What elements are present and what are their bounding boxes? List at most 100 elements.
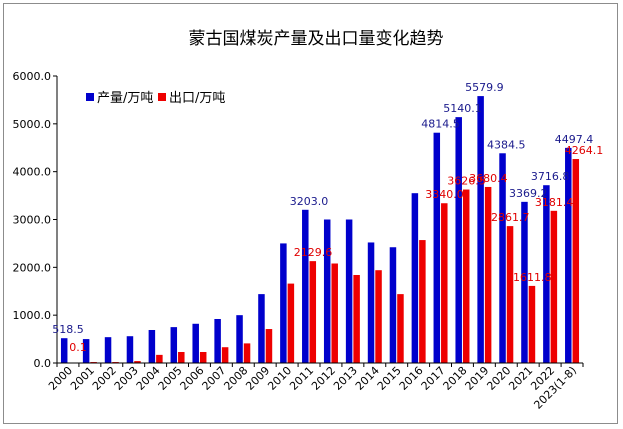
bar-production <box>411 193 419 363</box>
legend: 产量/万吨 出口/万吨 <box>86 91 225 106</box>
x-tick-label: 2013 <box>331 364 360 393</box>
bar-export <box>178 351 185 363</box>
bar-production <box>60 338 68 363</box>
data-label-export: 2861.7 <box>491 211 530 224</box>
data-label-production: 4814.5 <box>421 118 460 131</box>
x-tick-label: 2019 <box>463 364 492 393</box>
bar-export <box>550 210 558 363</box>
x-tick-label: 2001 <box>68 364 97 393</box>
bar-export <box>528 285 536 363</box>
x-tick-label: 2011 <box>287 364 316 393</box>
y-tick-label: 6000.0 <box>13 70 52 83</box>
bar-export <box>221 347 229 363</box>
x-tick-label: 2008 <box>221 364 250 393</box>
data-label-production: 5140.1 <box>443 102 482 115</box>
bars <box>60 96 580 363</box>
bar-production <box>521 201 528 363</box>
x-tick-label: 2014 <box>353 364 382 393</box>
x-tick-label: 2006 <box>178 364 207 393</box>
data-label-production: 3369.2 <box>509 187 548 200</box>
bar-production <box>258 294 265 363</box>
y-tick-label: 4000.0 <box>13 166 52 179</box>
x-tick-label: 2002 <box>90 364 119 393</box>
bar-production <box>126 336 134 363</box>
bar-production <box>82 339 90 363</box>
bar-export <box>419 240 426 363</box>
data-label-export: 1611.8 <box>513 271 552 284</box>
bar-export <box>309 261 317 363</box>
y-axis: 0.0 1000.0 2000.0 3000.0 4000.0 5000.0 6000.0 <box>13 70 58 370</box>
bar-production <box>170 327 178 363</box>
bar-production <box>389 247 397 363</box>
data-label-export: 3680.4 <box>469 172 508 185</box>
legend-swatch-export <box>158 93 166 101</box>
x-tick-label: 2020 <box>484 364 513 393</box>
bar-export <box>506 226 514 363</box>
x-tick-label: 2009 <box>243 364 272 393</box>
data-label-production: 4384.5 <box>487 138 526 151</box>
bar-production <box>433 132 441 363</box>
bar-export <box>156 354 163 363</box>
bar-export <box>397 294 404 363</box>
x-tick-label: 2007 <box>200 364 229 393</box>
x-tick-label: 2005 <box>156 364 185 393</box>
bar-production <box>104 337 112 363</box>
bar-export <box>353 274 360 363</box>
y-tick-label: 2000.0 <box>13 261 52 274</box>
data-label-export: 3340.0 <box>425 188 464 201</box>
bar-export <box>462 189 470 363</box>
bar-export <box>134 361 141 363</box>
y-tick-label: 1000.0 <box>13 309 52 322</box>
bar-export <box>441 203 448 363</box>
bar-export <box>199 351 207 363</box>
x-tick-label: 2012 <box>309 364 338 393</box>
x-tick-label: 2010 <box>265 364 294 393</box>
bar-production <box>148 329 156 363</box>
bar-export <box>572 159 580 363</box>
y-tick-label: 5000.0 <box>13 118 52 131</box>
bar-production <box>302 209 309 363</box>
bar-production <box>499 153 506 363</box>
data-label-production: 518.5 <box>52 323 84 336</box>
bar-production <box>543 185 550 363</box>
bar-production <box>367 242 375 363</box>
y-tick-label: 3000.0 <box>13 214 52 227</box>
bar-production <box>455 117 462 363</box>
x-axis: 2000200120022003200420052006200720082009… <box>46 362 584 412</box>
data-label-export: 4264.1 <box>565 144 604 157</box>
y-tick-label: 0.0 <box>34 357 52 370</box>
x-tick-label: 2021 <box>506 364 535 393</box>
bar-export <box>375 270 382 363</box>
data-label-export: 0.1 <box>69 341 87 354</box>
data-label-production: 3716.8 <box>531 170 570 183</box>
legend-label-export: 出口/万吨 <box>169 91 225 106</box>
bar-export <box>287 283 295 363</box>
bar-export <box>331 263 338 363</box>
x-tick-label: 2004 <box>134 364 163 393</box>
data-labels: 518.5 3203.0 4814.5 5140.1 5579.9 4384.5 3369.… <box>52 81 603 354</box>
data-label-export: 2129.6 <box>294 246 333 259</box>
bar-export <box>243 343 251 363</box>
chart-title: 蒙古国煤炭产量及出口量变化趋势 <box>189 29 444 49</box>
bar-export <box>484 186 492 363</box>
bar-export <box>265 329 273 363</box>
data-label-export: 3181.4 <box>535 196 574 209</box>
x-tick-label: 2018 <box>441 364 470 393</box>
bar-production <box>565 147 572 363</box>
bar-production <box>345 219 353 363</box>
bar-production <box>214 318 221 363</box>
data-label-production: 3203.0 <box>290 195 329 208</box>
bar-production <box>192 323 199 363</box>
data-label-production: 4497.4 <box>555 133 594 146</box>
x-tick-label: 2017 <box>419 364 448 393</box>
data-label-production: 5579.9 <box>465 81 504 94</box>
data-label-export: 3626.5 <box>447 175 486 188</box>
legend-swatch-production <box>86 93 94 101</box>
x-tick-label: 2016 <box>397 364 426 393</box>
bar-production <box>236 315 243 363</box>
legend-label-production: 产量/万吨 <box>97 91 153 106</box>
bar-production <box>477 96 484 363</box>
x-tick-label: 2003 <box>112 364 141 393</box>
bar-production <box>323 219 331 363</box>
